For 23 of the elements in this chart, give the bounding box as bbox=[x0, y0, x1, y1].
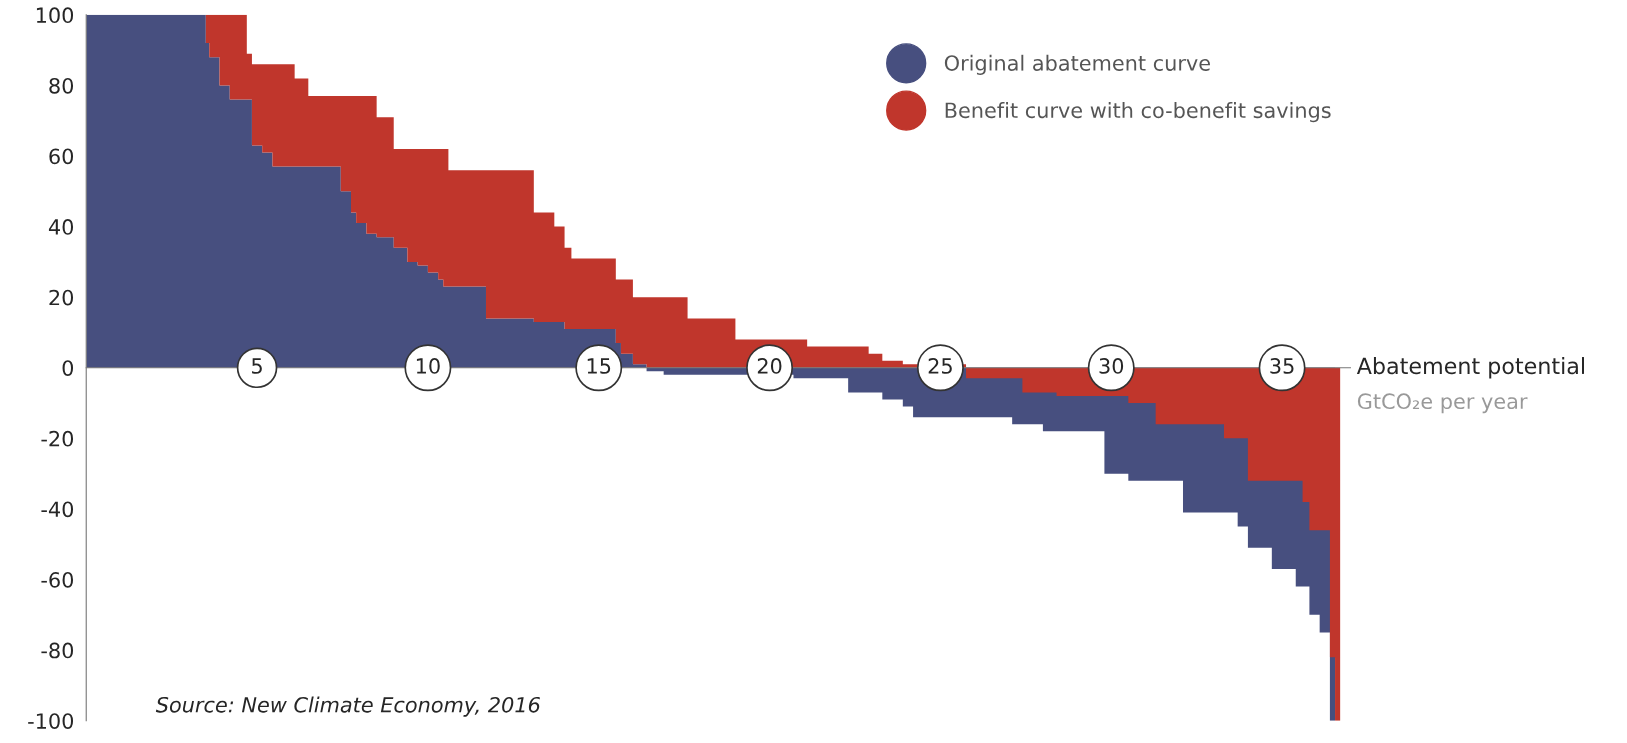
y-tick-label: 100 bbox=[36, 7, 74, 24]
annotation: Source: New Climate Economy, 2016 bbox=[155, 696, 540, 717]
y-tick-label: -100 bbox=[28, 713, 74, 729]
x-tick-label: 5 bbox=[252, 358, 262, 374]
y-tick-label: 60 bbox=[49, 148, 74, 165]
x-axis-title: Abatement potential bbox=[1356, 357, 1584, 379]
y-tick-label: 80 bbox=[49, 77, 74, 94]
legend-label: Benefit curve with co-benefit savings bbox=[945, 102, 1331, 123]
x-tick-label: 20 bbox=[757, 358, 782, 374]
y-tick-label: 0 bbox=[62, 360, 74, 376]
y-tick-label: -40 bbox=[41, 501, 74, 518]
y-tick-label: 20 bbox=[49, 289, 74, 306]
x-tick-label: 10 bbox=[416, 358, 440, 374]
y-tick-label: -20 bbox=[41, 430, 74, 447]
legend-label: Original abatement curve bbox=[944, 54, 1210, 75]
x-tick-label: 35 bbox=[1270, 358, 1294, 374]
y-tick-label: -60 bbox=[41, 571, 74, 588]
x-tick-label: 15 bbox=[587, 358, 611, 374]
x-tick-label: 30 bbox=[1099, 358, 1124, 374]
y-tick-label: -80 bbox=[41, 642, 74, 659]
text: GtCO₂e per year bbox=[1357, 393, 1528, 414]
y-tick-label: 40 bbox=[48, 219, 74, 235]
x-tick-label: 25 bbox=[928, 358, 952, 374]
